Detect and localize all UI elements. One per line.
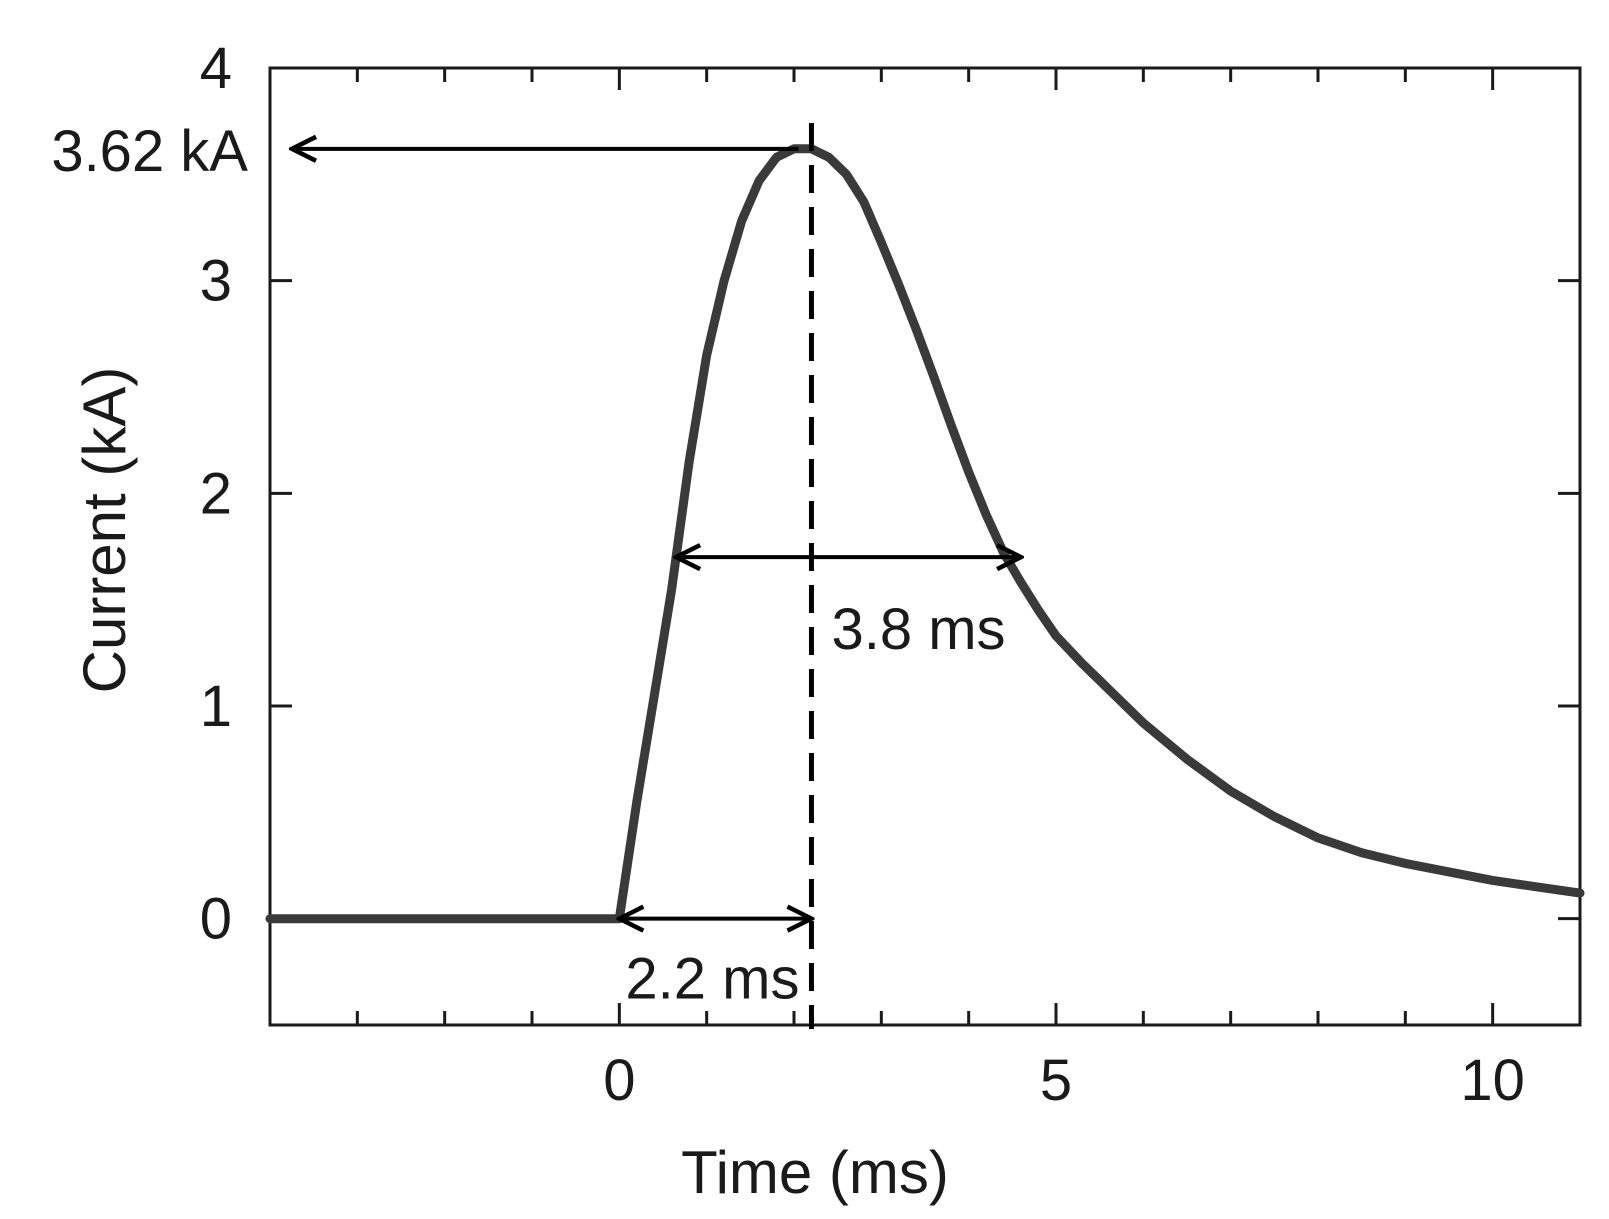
width-label: 3.8 ms [831, 597, 1005, 662]
width-label: 2.2 ms [625, 947, 799, 1012]
y-tick-label: 0 [200, 887, 232, 952]
y-axis-label: Current (kA) [71, 367, 138, 694]
peak-label: 3.62 kA [51, 119, 248, 184]
y-tick-label: 1 [200, 674, 232, 739]
x-axis-label: Time (ms) [681, 1139, 949, 1206]
y-tick-label: 4 [200, 36, 232, 101]
plot-frame [268, 66, 1582, 1027]
x-tick-label: 0 [603, 1048, 635, 1113]
y-tick-label: 3 [200, 249, 232, 314]
x-tick-label: 10 [1460, 1048, 1525, 1113]
y-tick-label: 2 [200, 461, 232, 526]
x-tick-label: 5 [1040, 1048, 1072, 1113]
series-line [265, 144, 1585, 924]
